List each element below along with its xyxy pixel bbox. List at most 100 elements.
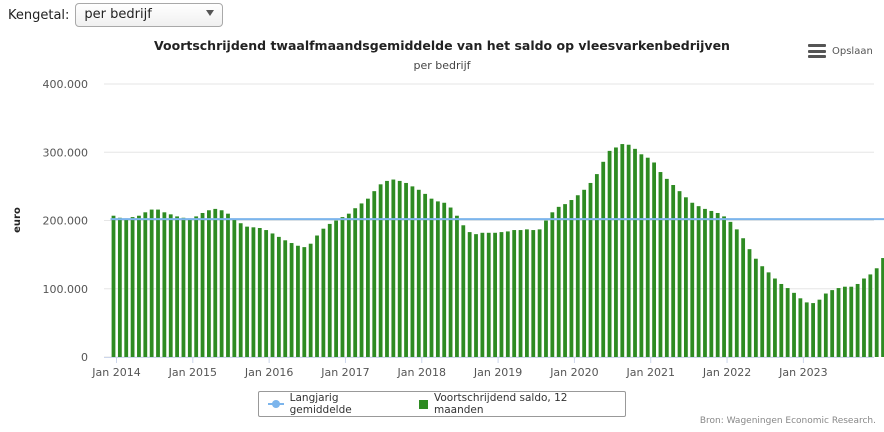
- bar[interactable]: [289, 243, 294, 357]
- bar[interactable]: [556, 206, 561, 357]
- bar[interactable]: [461, 225, 466, 357]
- bar[interactable]: [696, 206, 701, 357]
- bar[interactable]: [760, 266, 765, 357]
- bar[interactable]: [257, 228, 262, 357]
- bar[interactable]: [251, 227, 256, 357]
- bar[interactable]: [537, 229, 542, 357]
- bar[interactable]: [862, 278, 866, 357]
- bar[interactable]: [219, 210, 224, 357]
- bar[interactable]: [855, 283, 860, 357]
- bar[interactable]: [773, 278, 777, 357]
- bar[interactable]: [111, 215, 116, 357]
- bar[interactable]: [804, 302, 809, 357]
- bar[interactable]: [397, 180, 402, 357]
- export-menu-button[interactable]: Opslaan: [808, 44, 873, 58]
- bar[interactable]: [467, 232, 472, 357]
- bar[interactable]: [181, 217, 186, 357]
- bar[interactable]: [168, 214, 173, 357]
- bar[interactable]: [137, 215, 141, 357]
- bar[interactable]: [474, 234, 478, 357]
- bar[interactable]: [734, 229, 739, 357]
- bar[interactable]: [518, 230, 523, 357]
- bar[interactable]: [156, 209, 160, 357]
- bar[interactable]: [639, 154, 644, 357]
- bar[interactable]: [283, 240, 288, 357]
- bar[interactable]: [575, 195, 580, 357]
- bar[interactable]: [703, 208, 707, 357]
- bar[interactable]: [486, 232, 491, 357]
- bar[interactable]: [346, 213, 351, 357]
- bar[interactable]: [213, 208, 218, 357]
- bar[interactable]: [779, 283, 784, 357]
- bar[interactable]: [741, 238, 746, 357]
- kengetal-select[interactable]: per bedrijf: [75, 3, 224, 27]
- bar[interactable]: [340, 217, 345, 357]
- bar[interactable]: [881, 258, 884, 357]
- bar[interactable]: [226, 213, 230, 357]
- bar[interactable]: [512, 230, 517, 357]
- bar[interactable]: [404, 182, 408, 357]
- bar[interactable]: [435, 201, 440, 357]
- bar[interactable]: [505, 231, 510, 357]
- bar[interactable]: [843, 286, 847, 357]
- bar[interactable]: [817, 299, 822, 357]
- bar[interactable]: [671, 185, 676, 357]
- legend-item-average[interactable]: Langjarig gemiddelde: [268, 392, 401, 416]
- bar[interactable]: [594, 174, 599, 357]
- bar[interactable]: [874, 268, 879, 357]
- bar[interactable]: [868, 274, 873, 357]
- bar[interactable]: [709, 210, 714, 357]
- bar[interactable]: [175, 216, 179, 357]
- bar[interactable]: [327, 223, 332, 357]
- bar[interactable]: [296, 245, 300, 357]
- bar[interactable]: [645, 157, 650, 357]
- bar[interactable]: [429, 198, 434, 357]
- bar[interactable]: [238, 223, 243, 357]
- bar[interactable]: [207, 210, 211, 357]
- bar[interactable]: [232, 219, 237, 357]
- bar[interactable]: [200, 212, 205, 357]
- bar[interactable]: [385, 180, 389, 357]
- bar[interactable]: [270, 233, 275, 357]
- bar[interactable]: [149, 209, 154, 357]
- bar[interactable]: [811, 303, 815, 357]
- bar[interactable]: [480, 232, 485, 357]
- bar[interactable]: [276, 236, 281, 357]
- bar[interactable]: [531, 230, 536, 357]
- bar[interactable]: [378, 184, 383, 357]
- bar[interactable]: [124, 218, 129, 357]
- bar[interactable]: [747, 249, 752, 357]
- chart-credit[interactable]: Bron: Wageningen Economic Research.: [699, 416, 876, 426]
- bar[interactable]: [792, 292, 796, 357]
- bar[interactable]: [836, 288, 841, 357]
- bar[interactable]: [315, 235, 319, 357]
- bar[interactable]: [652, 162, 656, 357]
- bar[interactable]: [728, 221, 733, 357]
- bar[interactable]: [525, 229, 529, 357]
- bar[interactable]: [321, 228, 326, 357]
- bar[interactable]: [620, 144, 625, 357]
- bar[interactable]: [582, 189, 587, 357]
- bar[interactable]: [130, 217, 135, 357]
- bar[interactable]: [722, 216, 726, 357]
- bar[interactable]: [550, 212, 555, 357]
- bar[interactable]: [442, 202, 447, 357]
- bar[interactable]: [353, 208, 358, 357]
- bar[interactable]: [448, 207, 453, 357]
- bar[interactable]: [690, 202, 695, 357]
- bar[interactable]: [366, 198, 370, 357]
- bar[interactable]: [334, 220, 338, 358]
- bar[interactable]: [493, 232, 497, 357]
- bar[interactable]: [264, 230, 269, 357]
- legend-item-saldo[interactable]: Voortschrijdend saldo, 12 maanden: [419, 392, 616, 416]
- bar[interactable]: [162, 212, 167, 357]
- bar[interactable]: [563, 204, 567, 357]
- bar[interactable]: [607, 150, 612, 357]
- bar[interactable]: [753, 258, 758, 357]
- bar[interactable]: [626, 144, 631, 357]
- bar[interactable]: [830, 290, 835, 357]
- bar[interactable]: [798, 298, 803, 357]
- bar[interactable]: [308, 243, 313, 357]
- bar[interactable]: [658, 172, 663, 357]
- bar[interactable]: [194, 216, 199, 357]
